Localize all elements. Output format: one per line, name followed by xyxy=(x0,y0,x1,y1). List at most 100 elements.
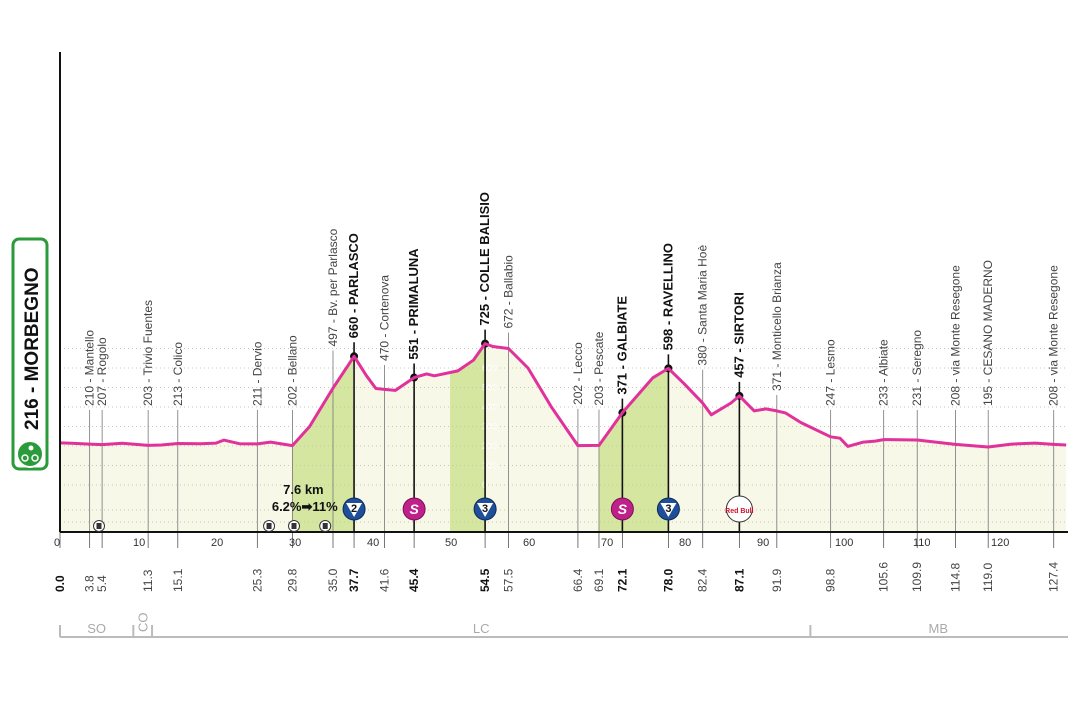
province-label: SO xyxy=(87,621,106,636)
km-label: 25.3 xyxy=(250,568,264,592)
km-label: 66.4 xyxy=(571,568,585,592)
kom-icon-triangle xyxy=(346,503,363,517)
km-label: 127.4 xyxy=(1047,562,1061,592)
km-label: 78.0 xyxy=(661,568,675,592)
km-label: 119.0 xyxy=(981,563,995,592)
altitude-tick-label: 300 xyxy=(482,422,497,432)
km-label: 114.8 xyxy=(948,563,962,592)
km-label: 82.4 xyxy=(696,568,710,592)
bike-icon-rider xyxy=(28,445,34,451)
km-label: 54.5 xyxy=(478,568,492,592)
railway-crossing-icon-glyph xyxy=(96,523,102,529)
altitude-tick-label: 400 xyxy=(482,402,497,412)
province-label: MB xyxy=(929,621,949,636)
location-label: 233 - Albiate xyxy=(877,339,891,406)
bike-icon-wheel xyxy=(21,454,29,462)
climb-gradient: 6.2%➡11% xyxy=(272,499,338,514)
kom-icon-triangle xyxy=(660,503,677,517)
climb-area xyxy=(598,369,669,532)
x-tick-label: 90 xyxy=(757,537,769,549)
location-label: 598 - RAVELLINO xyxy=(660,243,675,350)
x-tick-label: 50 xyxy=(445,537,457,549)
km-label: 11.3 xyxy=(141,569,155,592)
x-tick-label: 0 xyxy=(54,537,60,549)
sprint-letter: S xyxy=(618,501,628,517)
location-label: 470 - Cortenova xyxy=(377,275,391,361)
location-label: 203 - Pescate xyxy=(592,331,606,405)
kom-icon-triangle xyxy=(477,503,494,517)
location-label: 203 - Trivio Fuentes xyxy=(141,300,155,406)
km-label: 0.0 xyxy=(53,575,67,592)
kom-category: 3 xyxy=(482,503,488,515)
location-label: 371 - Monticello Brianza xyxy=(770,262,784,391)
km-label: 87.1 xyxy=(732,568,746,592)
altitude-tick-label: 200 xyxy=(482,441,497,451)
x-tick-label: 40 xyxy=(367,537,379,549)
location-label: 213 - Colico xyxy=(171,342,185,406)
km-label: 5.4 xyxy=(95,575,109,592)
start-label-box xyxy=(11,237,49,471)
sprint-icon xyxy=(610,497,634,521)
start-label: 216 - MORBEGNO xyxy=(22,267,43,430)
altitude-tick-label: 100 xyxy=(482,461,497,471)
tunnel-icon-glyph xyxy=(322,523,328,529)
location-label: 202 - Bellano xyxy=(285,335,299,406)
x-tick-label: 30 xyxy=(289,537,301,549)
x-tick-label: 60 xyxy=(523,537,535,549)
location-label: 551 - PRIMALUNA xyxy=(406,248,421,360)
km-label: 91.9 xyxy=(770,568,784,592)
sprint-icon xyxy=(402,497,426,521)
location-label: 195 - CESANO MADERNO xyxy=(981,260,995,406)
location-label: 207 - Rogolo xyxy=(95,337,109,406)
location-label: 231 - Seregno xyxy=(910,330,924,406)
km-label: 45.4 xyxy=(407,568,421,592)
location-label: 208 - via Monte Resegone xyxy=(948,265,962,406)
profile-line xyxy=(59,342,1067,449)
location-label: 202 - Lecco xyxy=(571,342,585,405)
km-label: 35.0 xyxy=(326,568,340,592)
climb-area xyxy=(292,358,355,532)
redbull-kom-icon xyxy=(725,495,753,523)
location-label: 208 - via Monte Resegone xyxy=(1047,265,1061,406)
province-label: CO xyxy=(136,613,151,633)
altitude-tick-label: 500 xyxy=(482,383,497,393)
location-label: 497 - Bv. per Parlasco xyxy=(326,228,340,346)
km-label: 37.7 xyxy=(347,568,361,592)
km-label: 3.8 xyxy=(83,575,97,592)
x-tick-label: 110 xyxy=(913,537,931,549)
location-label: 371 - GALBIATE xyxy=(614,296,629,395)
railway-crossing-icon-glyph xyxy=(291,523,297,529)
km-label: 29.8 xyxy=(285,568,299,592)
province-label: LC xyxy=(473,621,490,636)
location-label: 380 - Santa Maria Hoè xyxy=(696,245,710,366)
x-tick-label: 100 xyxy=(835,537,853,549)
location-label: 211 - Dervio xyxy=(250,341,264,406)
x-tick-label: 10 xyxy=(133,537,145,549)
location-label: 457 - SIRTORI xyxy=(731,292,746,378)
x-tick-label: 20 xyxy=(211,537,223,549)
x-tick-label: 120 xyxy=(991,537,1009,549)
x-tick-label: 70 xyxy=(601,537,613,549)
location-label: 210 - Mantello xyxy=(83,330,97,406)
location-label: 660 - PARLASCO xyxy=(346,233,361,338)
bike-icon-wheel xyxy=(31,454,39,462)
altitude-tick-label: 600 xyxy=(482,363,497,373)
x-tick-label: 80 xyxy=(679,537,691,549)
km-label: 109.9 xyxy=(910,562,924,592)
kom-category: 3 xyxy=(665,503,671,515)
km-label: 15.1 xyxy=(171,568,185,592)
km-label: 57.5 xyxy=(502,568,516,592)
location-label: 247 - Lesmo xyxy=(824,339,838,406)
redbull-logo-text: Red Bull xyxy=(725,508,753,515)
km-label: 72.1 xyxy=(615,568,629,592)
kom-category: 2 xyxy=(351,503,357,515)
location-label: 672 - Ballabio xyxy=(502,255,516,329)
km-label: 69.1 xyxy=(592,568,606,592)
location-label: 725 - COLLE BALISIO xyxy=(477,192,492,326)
tunnel-icon-glyph xyxy=(266,523,272,529)
km-label: 105.6 xyxy=(877,562,891,592)
bike-icon xyxy=(16,440,44,468)
km-label: 98.8 xyxy=(824,568,838,592)
climb-length: 7.6 km xyxy=(283,482,323,497)
